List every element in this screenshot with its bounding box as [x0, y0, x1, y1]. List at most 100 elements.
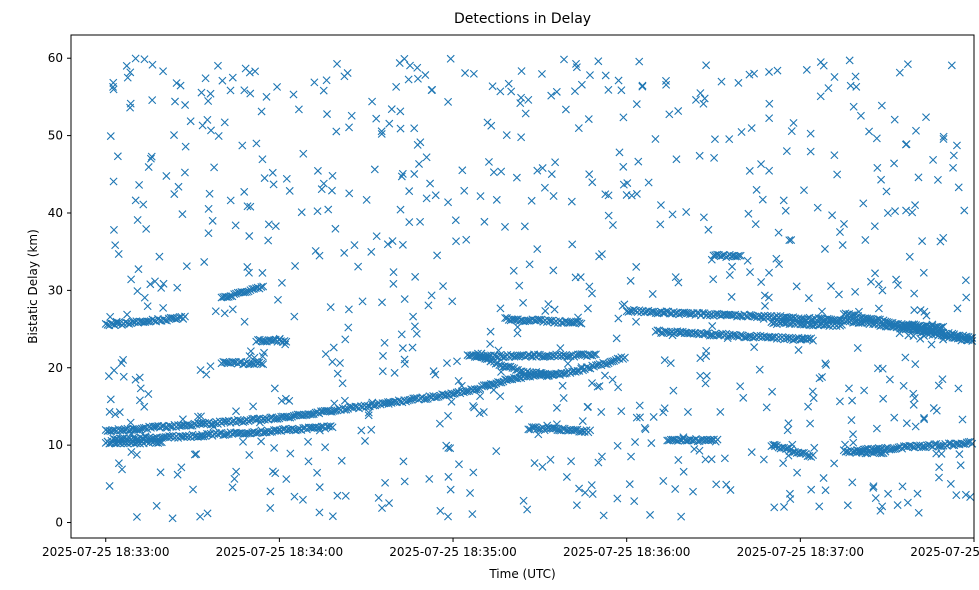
detection-point [710, 153, 719, 162]
detection-point [578, 417, 587, 426]
detection-point [255, 418, 264, 427]
detection-point [575, 319, 584, 328]
detection-point [806, 129, 815, 138]
detection-point [913, 489, 922, 498]
detection-point [333, 59, 342, 68]
detection-point [202, 370, 211, 379]
detection-point [177, 463, 186, 472]
detection-point [788, 440, 797, 449]
detection-point [929, 155, 938, 164]
detection-point [322, 76, 331, 85]
detection-point [871, 269, 880, 278]
detection-point [860, 386, 869, 395]
detection-point [109, 82, 118, 91]
detection-point [458, 166, 467, 175]
detection-point [136, 384, 145, 393]
detection-point [747, 448, 756, 457]
detection-point [143, 317, 152, 326]
detection-point [262, 92, 271, 101]
detection-point [209, 422, 218, 431]
detection-point [647, 439, 656, 448]
detection-point [117, 359, 126, 368]
detection-point [640, 423, 649, 432]
detection-point [630, 497, 639, 506]
detection-point [220, 118, 229, 127]
detection-point [126, 103, 135, 112]
detection-point [704, 225, 713, 234]
detection-point [271, 414, 280, 423]
detection-point [111, 410, 120, 419]
detection-point [770, 440, 779, 449]
detection-point [932, 449, 941, 458]
detection-point [415, 159, 424, 168]
detection-point [751, 220, 760, 229]
detection-point [804, 402, 813, 411]
detection-point [538, 164, 547, 173]
detection-point [768, 387, 777, 396]
detection-point [809, 336, 817, 345]
detection-point [266, 504, 275, 513]
detection-point [159, 303, 168, 312]
detection-point [211, 307, 220, 316]
detection-point [674, 456, 683, 465]
detection-point [747, 124, 756, 133]
detection-point [890, 159, 899, 168]
detection-point [173, 283, 182, 292]
detection-point [468, 510, 477, 519]
detection-point [577, 80, 586, 89]
detection-point [552, 403, 561, 412]
detection-point [762, 403, 771, 412]
detection-point [313, 166, 322, 175]
detection-point [878, 286, 887, 295]
detection-point [614, 314, 623, 323]
detection-point [869, 482, 878, 491]
detection-point [389, 268, 398, 277]
detection-point [226, 86, 235, 95]
detection-point [157, 283, 166, 292]
detection-point [257, 359, 266, 368]
detection-point [933, 175, 942, 184]
detection-point [567, 457, 576, 466]
detection-point [792, 318, 801, 327]
detection-point [594, 57, 603, 66]
detection-point [126, 68, 135, 77]
detection-point [847, 416, 856, 425]
detection-point [304, 437, 313, 446]
detection-point [317, 185, 326, 194]
detection-point [550, 305, 559, 314]
detection-point [178, 210, 187, 219]
detection-point [696, 371, 705, 380]
detection-point [682, 208, 691, 216]
detection-point [204, 97, 213, 105]
detection-point [593, 360, 602, 369]
detection-point [617, 407, 626, 416]
detection-point [929, 404, 938, 413]
detection-point [109, 85, 118, 94]
detection-point [702, 329, 711, 338]
detection-point [843, 501, 852, 510]
detection-point [574, 124, 583, 133]
detection-point [804, 294, 813, 303]
detection-point [958, 415, 967, 424]
detection-point [444, 512, 453, 521]
detection-point [207, 126, 215, 135]
detection-point [570, 87, 579, 96]
detection-point [400, 477, 409, 486]
detection-point [809, 394, 818, 403]
detection-point [524, 95, 533, 104]
detection-point [813, 203, 822, 212]
detection-point [952, 141, 961, 150]
detection-point [496, 87, 505, 96]
detection-point [113, 152, 122, 161]
detection-point [759, 455, 768, 464]
detection-point [110, 366, 119, 375]
detection-point [338, 379, 347, 388]
x-tick-label: 2025-07-25 18:34:00 [216, 545, 343, 559]
detection-point [106, 132, 115, 141]
detection-point [112, 439, 121, 448]
detection-point [515, 351, 524, 360]
detection-point [555, 371, 564, 380]
detection-point [824, 84, 833, 93]
detection-point [297, 208, 306, 217]
